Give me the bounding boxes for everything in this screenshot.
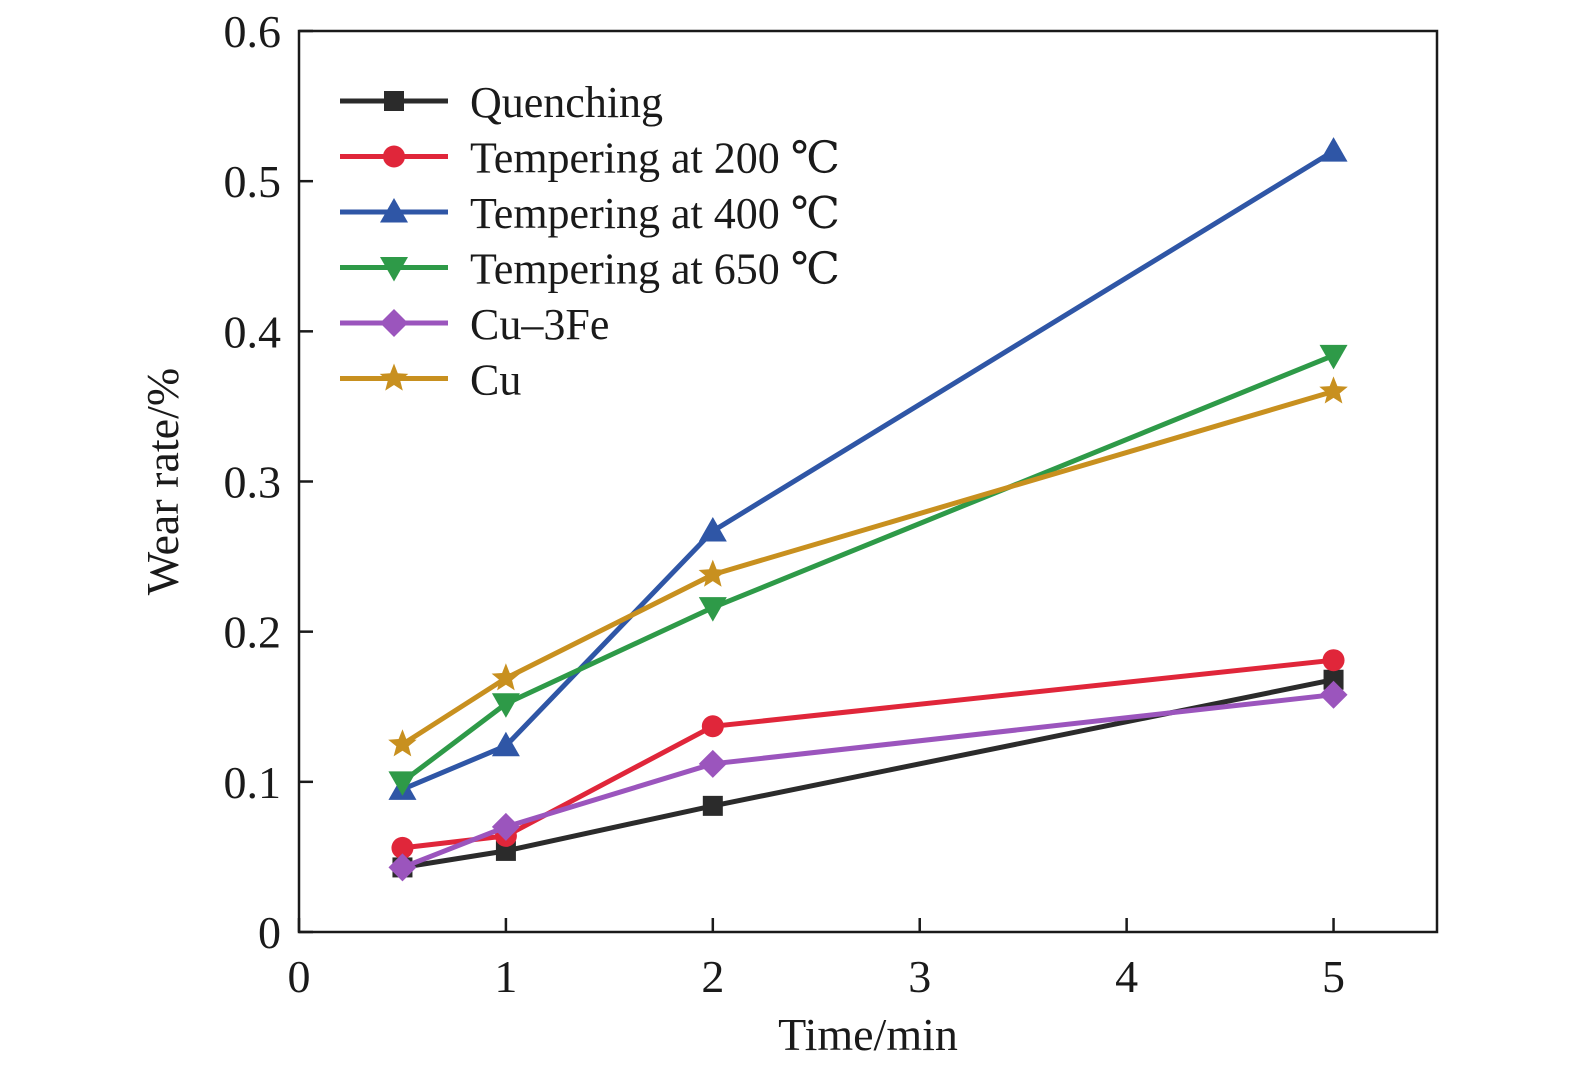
series-line <box>400 677 1336 870</box>
series-group <box>388 137 1348 882</box>
x-axis-title: Time/min <box>778 1009 958 1060</box>
y-tick-label: 0.3 <box>224 457 282 508</box>
data-point <box>391 836 414 859</box>
data-point <box>491 731 520 757</box>
y-tick-label: 0.4 <box>224 306 282 357</box>
data-point <box>1319 680 1348 709</box>
legend-marker <box>380 257 408 282</box>
legend-marker <box>380 198 408 223</box>
y-tick-label: 0.2 <box>224 607 282 658</box>
data-point <box>388 771 417 796</box>
legend-entry-3: Tempering at 650 ℃ <box>340 245 840 294</box>
data-point <box>388 729 417 757</box>
x-tick-label: 4 <box>1115 951 1138 1002</box>
data-point <box>698 597 727 622</box>
series-line <box>400 657 1336 851</box>
legend-label: Tempering at 650 ℃ <box>470 245 840 294</box>
legend-marker <box>384 91 404 111</box>
legend-entry-0: Quenching <box>340 78 663 127</box>
series-0 <box>392 669 1344 878</box>
legend-label: Cu <box>470 356 521 405</box>
data-point <box>1319 344 1348 370</box>
legend-marker <box>379 363 409 391</box>
data-point <box>1323 669 1344 690</box>
legend-label: Cu–3Fe <box>470 300 609 349</box>
y-tick-label: 0.6 <box>224 6 282 57</box>
axes: 0 1 2 3 4 5 0 0.1 0.2 0.3 0.4 0.5 0.6 Time/min Wear ra… <box>137 6 1439 1060</box>
series-line <box>400 388 1336 747</box>
y-tick-label: 0.1 <box>224 757 282 808</box>
legend-entry-1: Tempering at 200 ℃ <box>340 134 840 183</box>
data-point <box>495 840 516 861</box>
series-line <box>400 352 1336 785</box>
legend-entry-2: Tempering at 400 ℃ <box>340 189 840 238</box>
data-point <box>702 795 723 816</box>
x-tick-label: 0 <box>288 951 311 1002</box>
data-point <box>1319 376 1348 404</box>
legend: Quenching Tempering at 200 ℃ Tempering at … <box>340 78 840 405</box>
data-point <box>1319 137 1348 162</box>
data-point <box>1322 649 1345 672</box>
data-point <box>698 559 728 587</box>
legend-entry-5: Cu <box>340 356 521 405</box>
y-axis-title: Wear rate/% <box>137 368 188 595</box>
legend-marker <box>380 309 408 337</box>
y-tick-label: 0.5 <box>224 156 282 207</box>
x-tick-label: 3 <box>908 951 931 1002</box>
y-tick-label: 0 <box>258 907 281 958</box>
data-point <box>701 715 724 738</box>
legend-label: Tempering at 400 ℃ <box>470 189 840 238</box>
legend-marker <box>383 145 405 168</box>
data-point <box>491 693 520 718</box>
x-tick-label: 5 <box>1322 951 1345 1002</box>
data-point <box>491 812 520 841</box>
series-5 <box>388 376 1348 757</box>
data-point <box>388 853 417 882</box>
series-4 <box>388 680 1348 882</box>
data-point <box>491 663 521 691</box>
series-3 <box>388 344 1348 796</box>
data-point <box>698 749 727 778</box>
legend-label: Tempering at 200 ℃ <box>470 134 840 183</box>
series-line <box>400 692 1336 870</box>
series-line <box>400 148 1336 792</box>
series-1 <box>391 649 1345 859</box>
x-tick-label: 2 <box>701 951 724 1002</box>
x-tick-label: 1 <box>494 951 517 1002</box>
legend-entry-4: Cu–3Fe <box>340 300 609 349</box>
data-point <box>698 517 727 542</box>
legend-label: Quenching <box>470 78 663 127</box>
